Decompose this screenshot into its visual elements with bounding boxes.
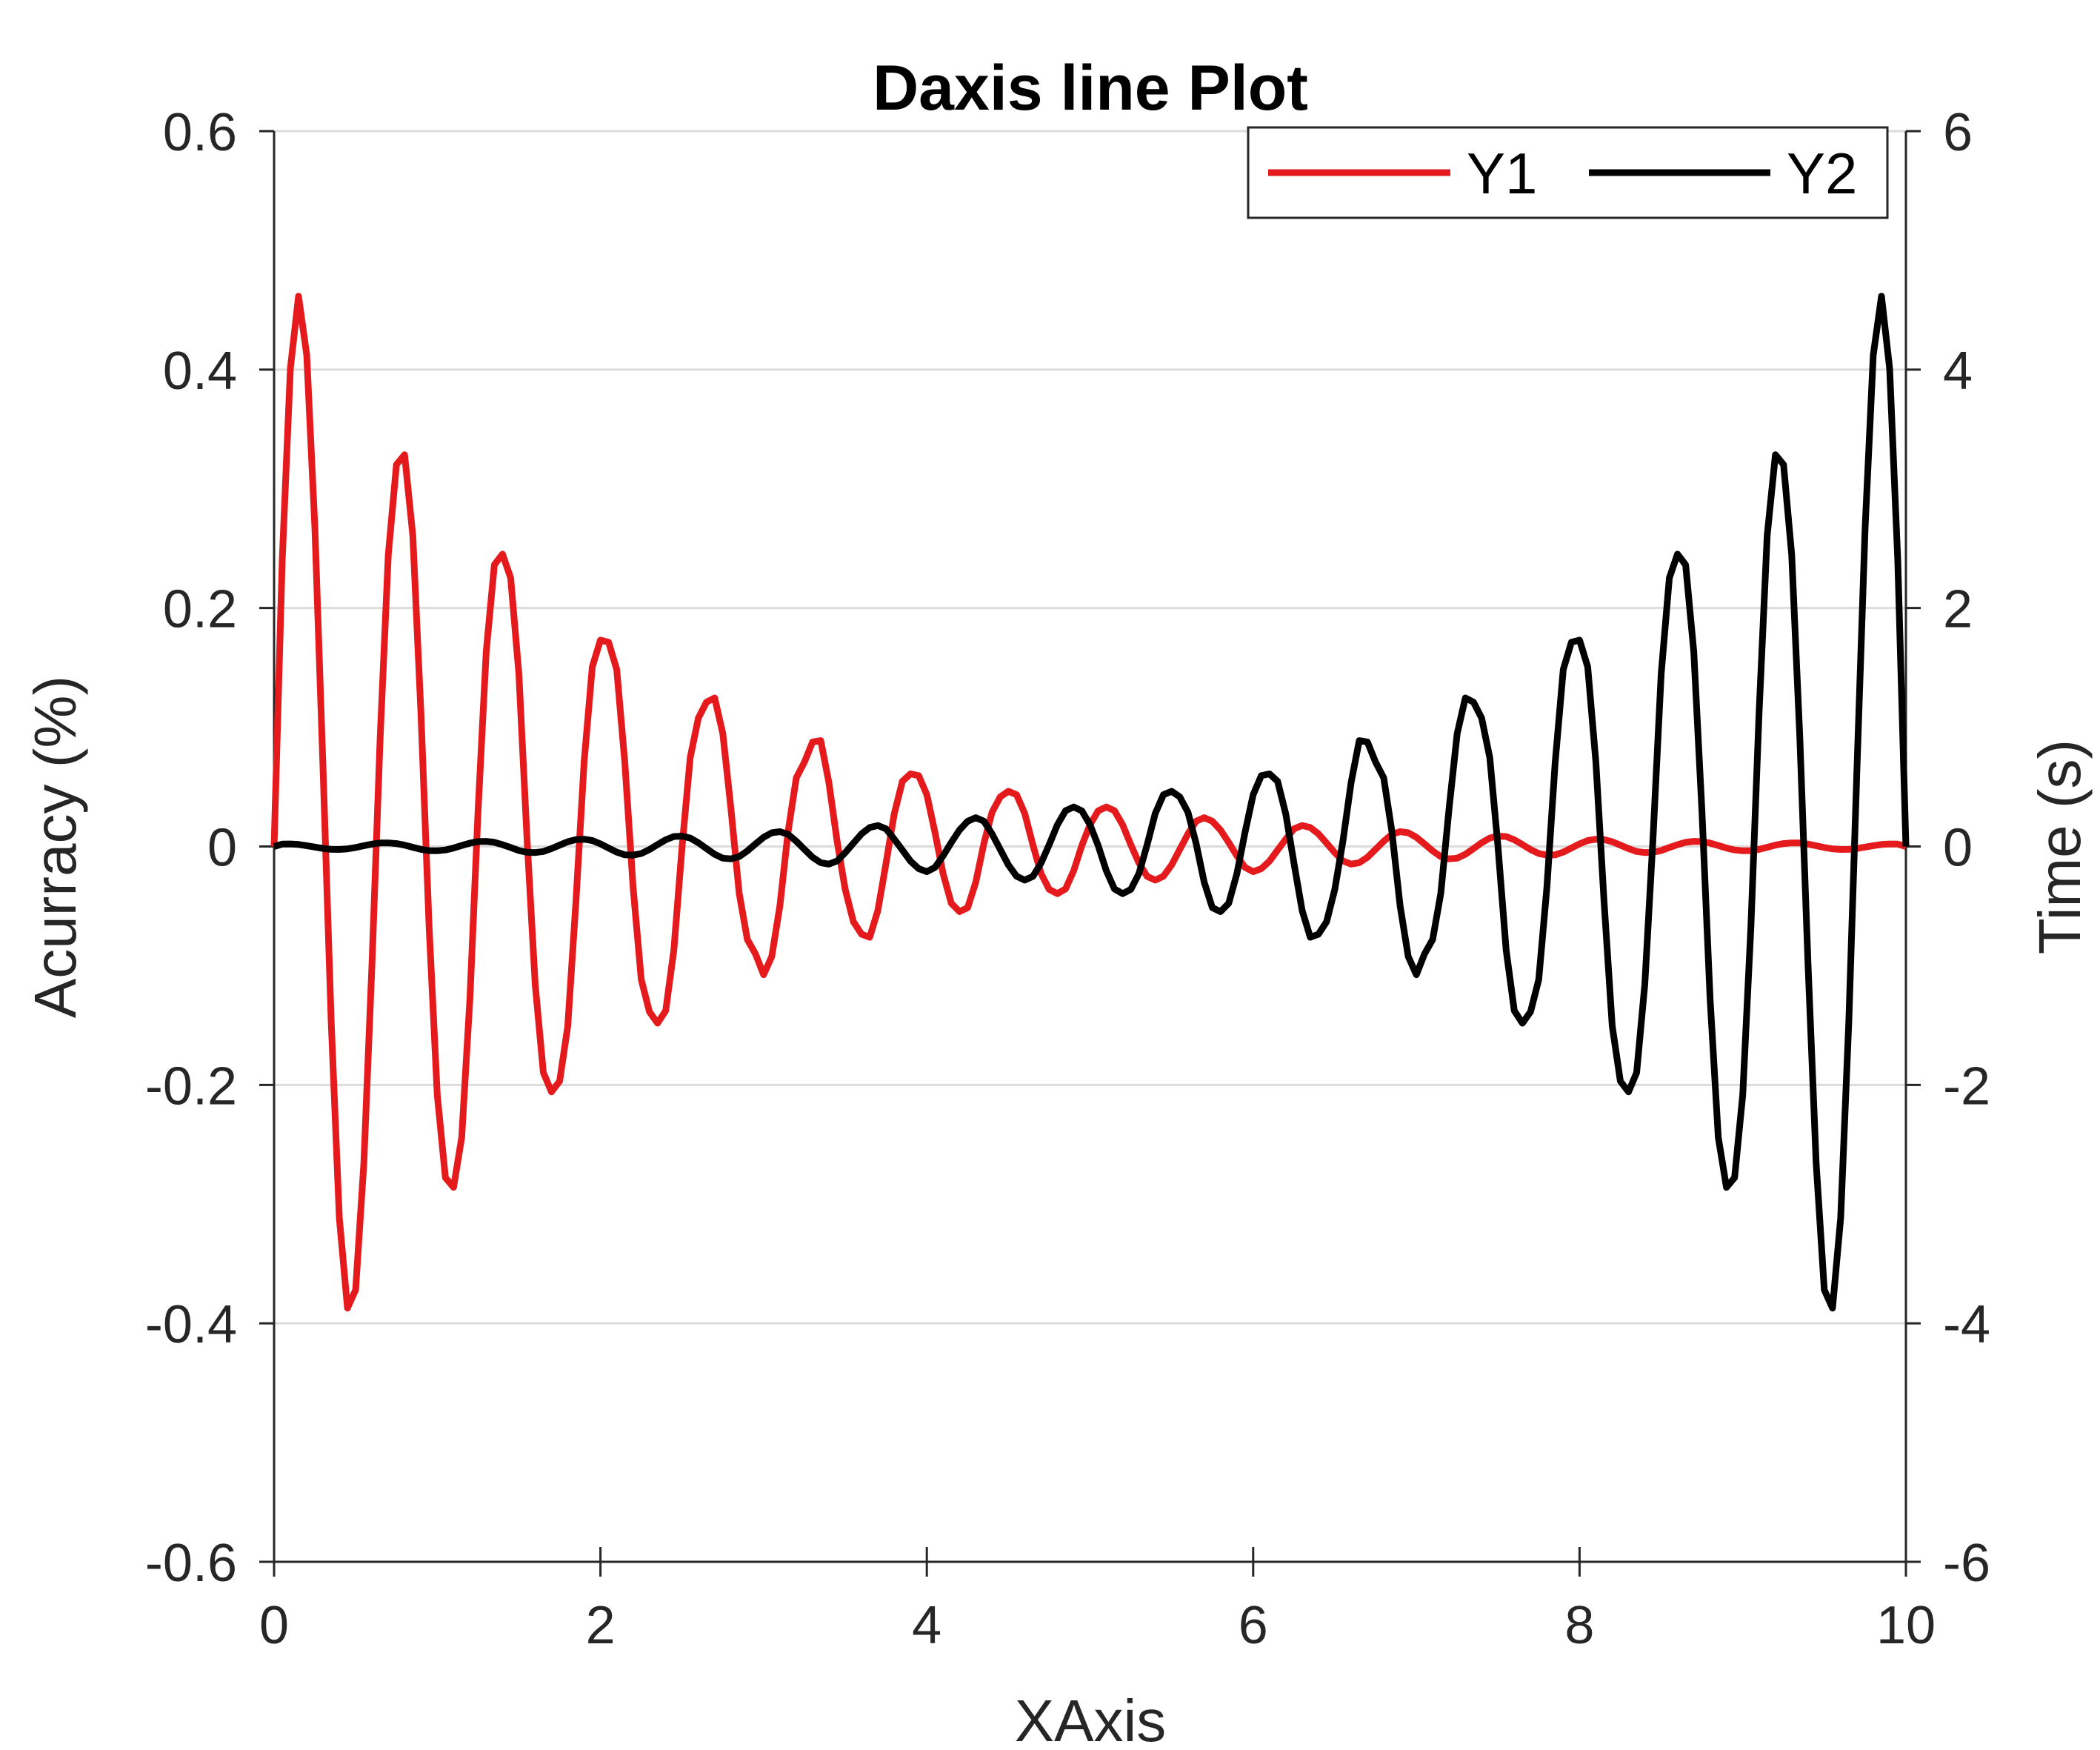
y-right-tick-label: 4 xyxy=(1943,342,1973,401)
y-left-tick-label: 0.4 xyxy=(163,342,237,401)
y-left-tick-label: -0.2 xyxy=(145,1057,237,1116)
y-right-tick-label: -4 xyxy=(1943,1295,1990,1354)
axes: 0 2 4 6 8 10 0.6 0.4 0.2 0 -0.2 -0.4 -0.6 6 4 2 0 -2 -4 -6 xyxy=(145,103,1990,1655)
chart-title: Daxis line Plot xyxy=(873,53,1308,124)
x-tick-label: 0 xyxy=(259,1596,289,1655)
y-right-tick-label: -2 xyxy=(1943,1057,1990,1116)
y-right-axis-label: Time (s) xyxy=(2027,739,2093,954)
series-line-y2 xyxy=(273,293,1910,1312)
x-axis-label: XAxis xyxy=(1015,1688,1167,1750)
series-line-y1 xyxy=(270,293,1907,1312)
y-left-tick-label: -0.6 xyxy=(145,1534,237,1593)
y-left-tick-label: 0 xyxy=(207,819,237,878)
grid xyxy=(274,130,1906,1563)
y-right-tick-label: 2 xyxy=(1943,580,1973,639)
y-left-tick-label: 0.2 xyxy=(163,580,237,639)
y-right-tick-label: 6 xyxy=(1943,103,1973,162)
legend-label-y1: Y1 xyxy=(1467,141,1537,206)
x-tick-label: 2 xyxy=(586,1596,616,1655)
series-layer xyxy=(270,293,1910,1312)
legend-label-y2: Y2 xyxy=(1787,141,1857,206)
y-right-tick-label: -6 xyxy=(1943,1534,1990,1593)
y-left-axis-label: Acurracy (%) xyxy=(22,676,88,1018)
x-tick-label: 4 xyxy=(912,1596,941,1655)
y-left-tick-label: -0.4 xyxy=(145,1295,237,1354)
legend: Y1 Y2 xyxy=(1247,126,1889,219)
x-tick-label: 10 xyxy=(1876,1596,1936,1655)
x-tick-label: 8 xyxy=(1564,1596,1594,1655)
y-left-tick-label: 0.6 xyxy=(163,103,237,162)
x-tick-label: 6 xyxy=(1239,1596,1268,1655)
y-right-tick-label: 0 xyxy=(1943,819,1973,878)
